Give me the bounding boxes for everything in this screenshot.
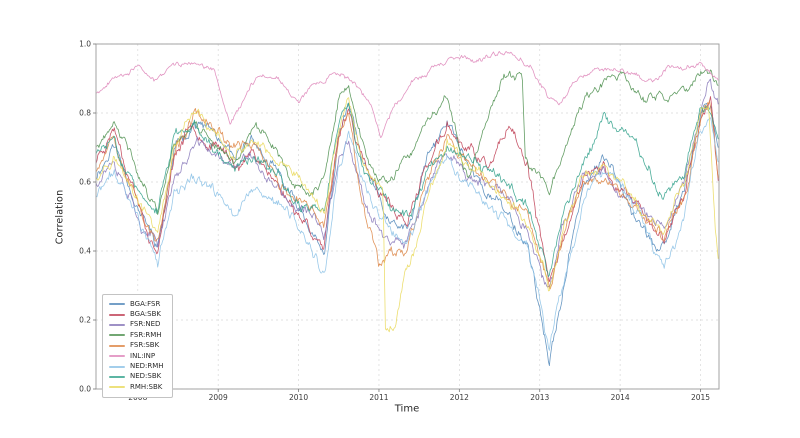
- legend-item: BGA:SBK: [109, 309, 164, 319]
- y-tick-label: 0.4: [79, 246, 91, 255]
- legend-swatch: [109, 344, 125, 347]
- legend-swatch: [109, 386, 125, 389]
- series-line-ned-sbk: [95, 103, 719, 278]
- plot-border: [95, 43, 720, 390]
- legend-item-label: BGA:SBK: [130, 310, 161, 319]
- legend-item: INL:INP: [109, 351, 164, 361]
- legend-swatch: [109, 303, 125, 306]
- y-tick-label: 0.2: [79, 315, 91, 324]
- series-line-rmh-sbk: [95, 97, 719, 333]
- y-axis-label: Correlation: [54, 189, 66, 245]
- y-tick-label: 0.0: [79, 384, 91, 393]
- legend-item: NED:SBK: [109, 372, 164, 382]
- series-line-ned-rmh: [95, 117, 719, 351]
- series-line-fsr-ned: [95, 78, 719, 288]
- legend-swatch: [109, 323, 125, 326]
- x-tick-label: 2015: [691, 393, 710, 402]
- legend-item: BGA:FSR: [109, 299, 164, 309]
- y-tick-label: 0.6: [79, 177, 91, 186]
- legend-item-label: BGA:FSR: [130, 299, 161, 308]
- legend: BGA:FSR BGA:SBK FSR:NED FSR:RMH FSR:SBK INL:I…: [102, 294, 173, 398]
- x-tick-label: 2014: [611, 393, 630, 402]
- x-tick-label: 2010: [289, 393, 308, 402]
- series-line-fsr-sbk: [95, 100, 719, 290]
- x-tick-label: 2011: [369, 393, 388, 402]
- legend-item-label: FSR:RMH: [130, 330, 162, 339]
- legend-swatch: [109, 334, 125, 337]
- x-tick-label: 2009: [209, 393, 228, 402]
- legend-item: NED:RMH: [109, 361, 164, 371]
- legend-item-label: FSR:SBK: [130, 341, 160, 350]
- x-axis-label: Time: [394, 403, 420, 415]
- legend-item-label: NED:SBK: [130, 372, 162, 381]
- legend-item-label: INL:INP: [130, 351, 156, 360]
- y-tick-label: 0.8: [79, 108, 91, 117]
- x-tick-label: 2012: [450, 393, 469, 402]
- legend-item: RMH:SBK: [109, 382, 164, 392]
- series-line-bga-fsr: [95, 102, 719, 366]
- legend-item-label: NED:RMH: [130, 362, 164, 371]
- legend-item-label: FSR:NED: [130, 320, 161, 329]
- legend-swatch: [109, 365, 125, 368]
- legend-swatch: [109, 313, 125, 316]
- legend-item: FSR:NED: [109, 320, 164, 330]
- x-tick-label: 2013: [530, 393, 549, 402]
- legend-item: FSR:RMH: [109, 330, 164, 340]
- legend-swatch: [109, 355, 125, 358]
- series-line-bga-sbk: [95, 96, 719, 282]
- legend-item: FSR:SBK: [109, 341, 164, 351]
- legend-item-label: RMH:SBK: [130, 382, 163, 391]
- y-tick-label: 1.0: [79, 39, 91, 48]
- legend-swatch: [109, 375, 125, 378]
- series-line-inl-inp: [95, 51, 719, 138]
